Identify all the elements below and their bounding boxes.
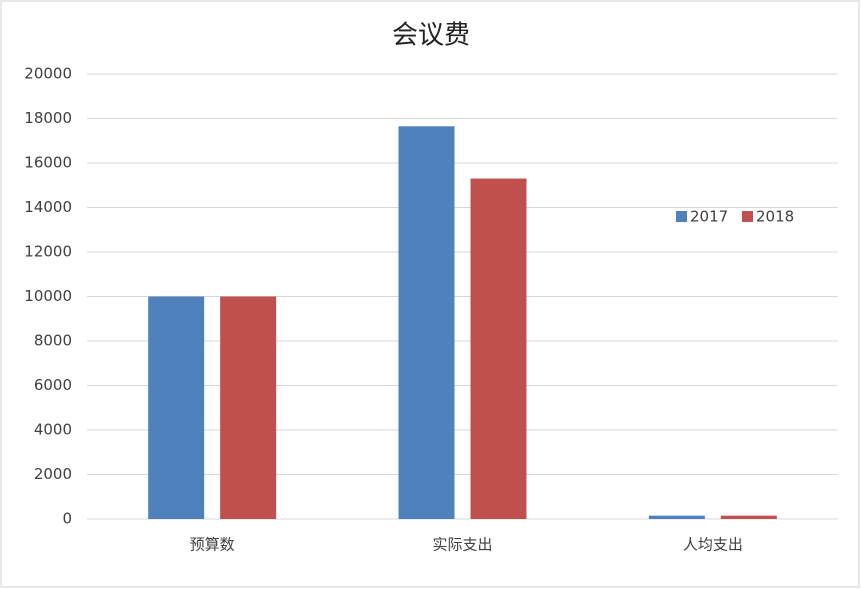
x-tick-label: 人均支出 — [683, 536, 743, 554]
bar — [220, 296, 277, 519]
y-tick-label: 4000 — [34, 421, 72, 439]
bar — [148, 296, 205, 519]
bar — [470, 178, 527, 519]
legend-label: 2018 — [756, 208, 794, 226]
x-tick-label: 实际支出 — [432, 536, 492, 554]
bar — [720, 515, 777, 519]
legend-swatch — [742, 211, 753, 222]
y-tick-label: 18000 — [24, 109, 72, 127]
x-tick-label: 预算数 — [190, 536, 235, 554]
y-tick-label: 10000 — [24, 287, 72, 305]
y-tick-label: 16000 — [24, 154, 72, 172]
bar — [398, 126, 455, 519]
legend-swatch — [676, 211, 687, 222]
y-tick-label: 0 — [62, 510, 72, 528]
y-tick-label: 12000 — [24, 243, 72, 261]
chart-title: 会议费 — [392, 21, 470, 51]
y-tick-label: 14000 — [24, 198, 72, 216]
y-tick-label: 2000 — [34, 465, 72, 483]
y-tick-label: 20000 — [24, 65, 72, 83]
y-tick-label: 6000 — [34, 376, 72, 394]
bar — [648, 515, 705, 519]
legend-label: 2017 — [690, 208, 728, 226]
y-tick-label: 8000 — [34, 332, 72, 350]
